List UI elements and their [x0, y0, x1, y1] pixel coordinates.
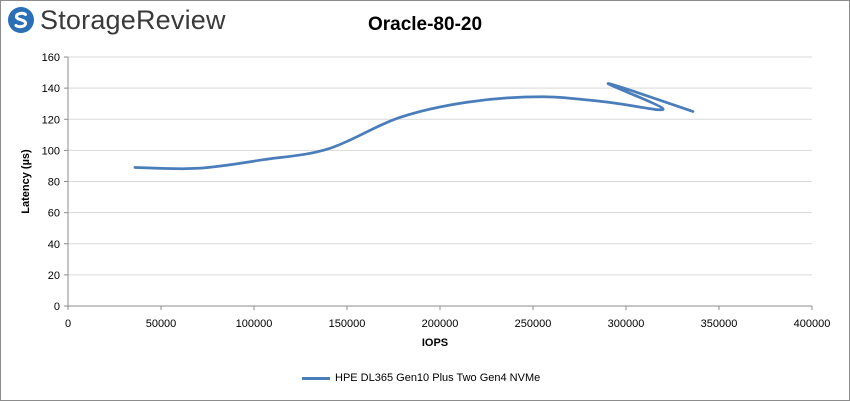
y-axis-title: Latency (µs) [20, 149, 32, 214]
y-tick-label: 100 [42, 145, 60, 157]
series-line [133, 82, 695, 171]
x-tick-label: 50000 [146, 318, 177, 330]
y-tick-label: 160 [42, 52, 60, 64]
storagereview-logo: StorageReview [6, 3, 226, 37]
x-tick-label: 200000 [422, 318, 459, 330]
x-tick-label: 350000 [701, 318, 738, 330]
x-tick-label: 400000 [794, 318, 831, 330]
y-tick-label: 20 [48, 270, 60, 282]
x-tick-label: 300000 [608, 318, 645, 330]
legend-label: HPE DL365 Gen10 Plus Two Gen4 NVMe [335, 372, 541, 384]
x-tick-label: 250000 [515, 318, 552, 330]
y-tick-label: 80 [48, 177, 60, 189]
x-tick-label: 150000 [329, 318, 366, 330]
x-tick-label: 100000 [236, 318, 273, 330]
chart-title: Oracle-80-20 [367, 14, 483, 35]
x-axis-title: IOPS [422, 337, 448, 349]
y-tick-label: 120 [42, 114, 60, 126]
y-tick-label: 40 [48, 239, 60, 251]
y-tick-label: 60 [48, 208, 60, 220]
x-tick-label: 0 [65, 318, 71, 330]
legend: HPE DL365 Gen10 Plus Two Gen4 NVMe [302, 372, 540, 384]
y-tick-label: 140 [42, 83, 60, 95]
storagereview-logo-icon [8, 7, 34, 33]
brand-name: StorageReview [40, 4, 226, 35]
y-tick-label: 0 [54, 301, 60, 313]
legend-swatch [302, 376, 330, 380]
